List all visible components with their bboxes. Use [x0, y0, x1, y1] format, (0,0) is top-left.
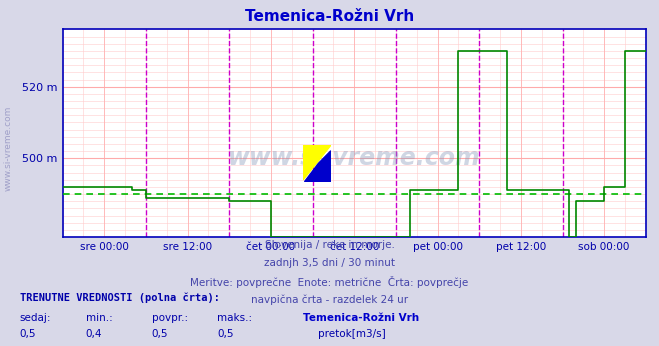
Text: Meritve: povprečne  Enote: metrične  Črta: povprečje: Meritve: povprečne Enote: metrične Črta:…: [190, 276, 469, 289]
Text: 0,5: 0,5: [20, 329, 36, 339]
Text: Temenica-Rožni Vrh: Temenica-Rožni Vrh: [245, 9, 414, 24]
Text: min.:: min.:: [86, 313, 113, 323]
Text: 0,4: 0,4: [86, 329, 102, 339]
Text: 0,5: 0,5: [217, 329, 234, 339]
Text: TRENUTNE VREDNOSTI (polna črta):: TRENUTNE VREDNOSTI (polna črta):: [20, 292, 219, 303]
Polygon shape: [304, 151, 331, 182]
Text: Temenica-Rožni Vrh: Temenica-Rožni Vrh: [303, 313, 419, 323]
Polygon shape: [304, 151, 331, 182]
Text: 0,5: 0,5: [152, 329, 168, 339]
Text: maks.:: maks.:: [217, 313, 252, 323]
Text: pretok[m3/s]: pretok[m3/s]: [318, 329, 386, 339]
Text: Slovenija / reke in morje.: Slovenija / reke in morje.: [264, 240, 395, 251]
Text: www.si-vreme.com: www.si-vreme.com: [3, 106, 13, 191]
Text: zadnjh 3,5 dni / 30 minut: zadnjh 3,5 dni / 30 minut: [264, 258, 395, 268]
Text: sedaj:: sedaj:: [20, 313, 51, 323]
Text: www.si-vreme.com: www.si-vreme.com: [228, 146, 480, 170]
Polygon shape: [303, 145, 331, 180]
Text: povpr.:: povpr.:: [152, 313, 188, 323]
Text: navpična črta - razdelek 24 ur: navpična črta - razdelek 24 ur: [251, 294, 408, 305]
